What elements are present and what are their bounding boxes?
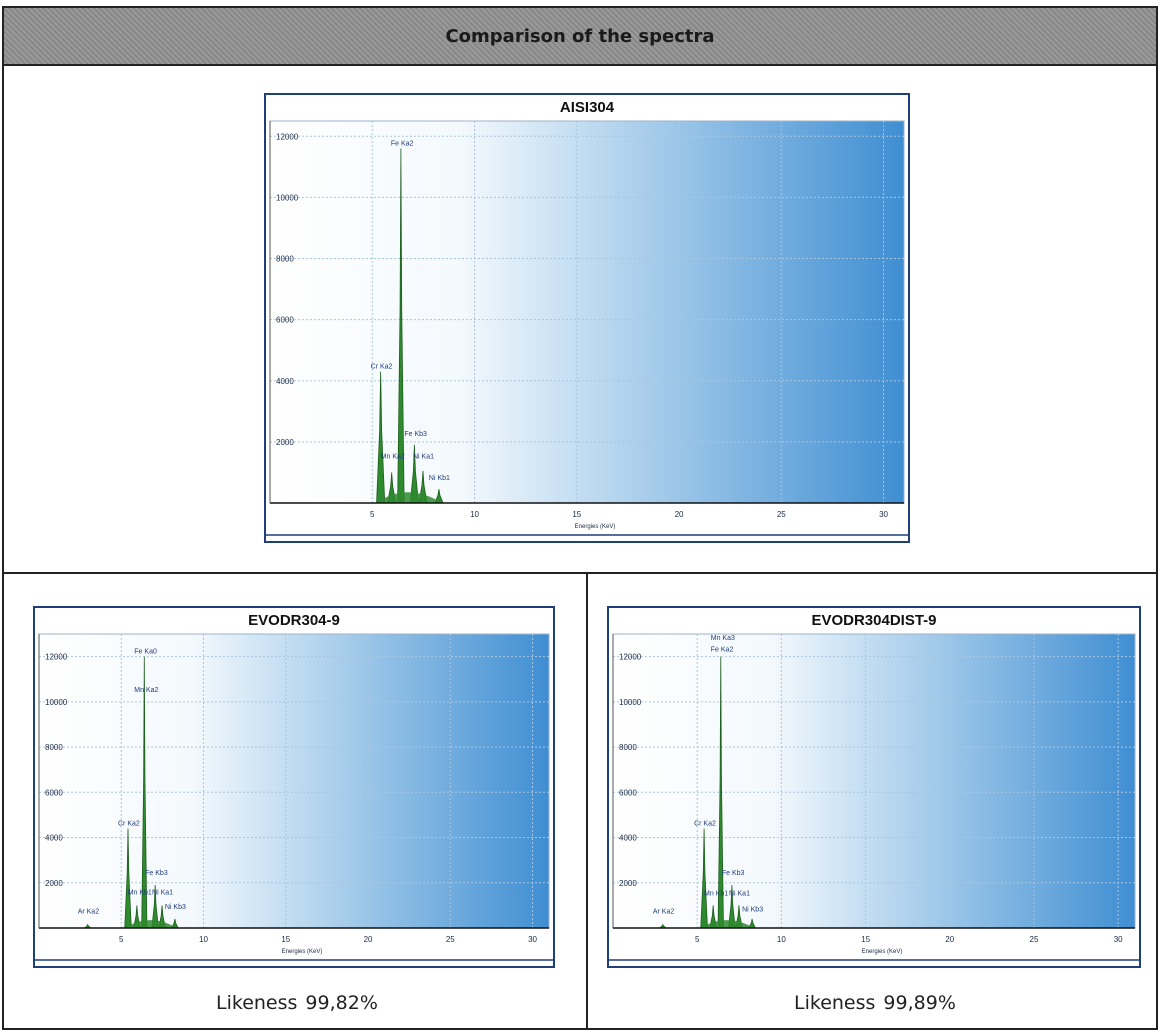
x-tick-label: 25 (777, 510, 786, 519)
peak-label: Fe Ka0 (134, 649, 157, 656)
likeness-value: 99,82% (305, 992, 378, 1014)
spectrum-baseline (376, 492, 442, 503)
x-tick-label: 25 (1030, 935, 1039, 944)
peak-label: Ar Ka2 (78, 909, 100, 916)
peak-label: Mn Kb1 (704, 891, 728, 898)
peak-label: Ni Ka1 (413, 454, 434, 461)
spectrum-baseline (700, 920, 755, 928)
x-tick-label: 15 (281, 935, 290, 944)
chart-title: EVODR304-9 (248, 612, 340, 629)
likeness-right: Likeness 99,89% (790, 992, 960, 1014)
x-tick-label: 5 (695, 935, 700, 944)
y-tick-label: 4000 (619, 834, 637, 843)
y-tick-label: 10000 (276, 193, 299, 202)
x-tick-label: 10 (470, 510, 479, 519)
x-tick-label: 30 (879, 510, 888, 519)
chart-svg: 2000 4000 6000 8000 10000 12000 5 10 15 20 25 30 Ene… (266, 120, 908, 536)
x-tick-label: 5 (119, 935, 124, 944)
chart-title: EVODR304DIST-9 (811, 612, 937, 629)
x-tick-label: 30 (528, 935, 537, 944)
peak-label: Mn Ka3 (711, 635, 735, 642)
y-tick-label: 2000 (619, 879, 637, 888)
peak-label: Ni Kb3 (742, 906, 763, 913)
likeness-value: 99,89% (883, 992, 956, 1014)
y-tick-label: 6000 (276, 316, 294, 325)
x-tick-label: 20 (675, 510, 684, 519)
x-tick-label: 15 (572, 510, 581, 519)
x-tick-label: 20 (364, 935, 373, 944)
y-tick-label: 12000 (45, 653, 68, 662)
plot-area (38, 633, 550, 929)
table-title: Comparison of the spectra (445, 25, 715, 47)
spectrum-chart-aisi304: AISI304 2000 4000 6000 8000 10000 12000 5 10 15 2… (264, 93, 910, 543)
peak-label: Mn Ka2 (381, 454, 405, 461)
y-tick-label: 4000 (45, 834, 63, 843)
likeness-label: Likeness (216, 992, 298, 1014)
x-tick-label: 15 (861, 935, 870, 944)
peak-label: Fe Kb3 (404, 431, 427, 438)
y-tick-label: 12000 (619, 653, 642, 662)
table-header: Comparison of the spectra (4, 8, 1156, 66)
row-divider (4, 572, 1156, 574)
spectrum-baseline (124, 920, 178, 928)
x-axis-label: Energies (KeV) (862, 949, 903, 955)
peak-label: Cr Ka2 (371, 364, 393, 371)
peak-label: Fe Kb3 (145, 870, 168, 877)
peak-label: Fe Ka2 (391, 141, 414, 148)
x-tick-label: 20 (945, 935, 954, 944)
y-tick-label: 12000 (276, 132, 299, 141)
x-tick-label: 10 (777, 935, 786, 944)
y-tick-label: 8000 (45, 743, 63, 752)
chart-title: AISI304 (559, 99, 615, 116)
y-tick-label: 4000 (276, 377, 294, 386)
column-divider (586, 574, 588, 1028)
y-tick-label: 10000 (619, 698, 642, 707)
y-tick-label: 2000 (45, 879, 63, 888)
x-axis-label: Energies (KeV) (282, 949, 323, 955)
x-tick-label: 30 (1114, 935, 1123, 944)
plot-area (269, 120, 905, 504)
x-tick-label: 10 (199, 935, 208, 944)
x-tick-label: 5 (370, 510, 375, 519)
likeness-label: Likeness (794, 992, 876, 1014)
peak-label: Ni Kb1 (429, 475, 450, 482)
peak-label: Ni Ka1 (152, 889, 173, 896)
x-axis-label: Energies (KeV) (575, 524, 616, 530)
chart-svg: 2000 4000 6000 8000 10000 12000 5 10 15 20 25 30 Ene… (35, 633, 553, 961)
peak-label: Mn Kb1 (128, 889, 152, 896)
peak-label: Fe Ka2 (711, 646, 734, 653)
y-tick-label: 8000 (619, 743, 637, 752)
chart-svg: 2000 4000 6000 8000 10000 12000 5 10 15 20 25 30 Ene… (609, 633, 1139, 961)
y-tick-label: 10000 (45, 698, 68, 707)
x-tick-label: 25 (446, 935, 455, 944)
spectrum-chart-evodr304-9: EVODR304-9 2000 4000 6000 8000 10000 12000 5 10… (33, 606, 555, 968)
plot-area (612, 633, 1136, 929)
likeness-left: Likeness 99,82% (212, 992, 382, 1014)
peak-label: Cr Ka2 (694, 820, 716, 827)
y-tick-label: 2000 (276, 438, 294, 447)
spectrum-chart-evodr304dist-9: EVODR304DIST-9 2000 4000 6000 8000 10000 1200… (607, 606, 1141, 968)
y-tick-label: 6000 (619, 788, 637, 797)
peak-label: Ni Ka1 (729, 891, 750, 898)
peak-label: Ni Kb3 (165, 904, 186, 911)
peak-label: Mn Ka2 (134, 687, 158, 694)
peak-label: Cr Ka2 (118, 820, 140, 827)
peak-label: Fe Kb3 (722, 870, 745, 877)
peak-label: Ar Ka2 (653, 909, 675, 916)
y-tick-label: 8000 (276, 255, 294, 264)
comparison-table: Comparison of the spectra (2, 6, 1158, 1030)
y-tick-label: 6000 (45, 788, 63, 797)
